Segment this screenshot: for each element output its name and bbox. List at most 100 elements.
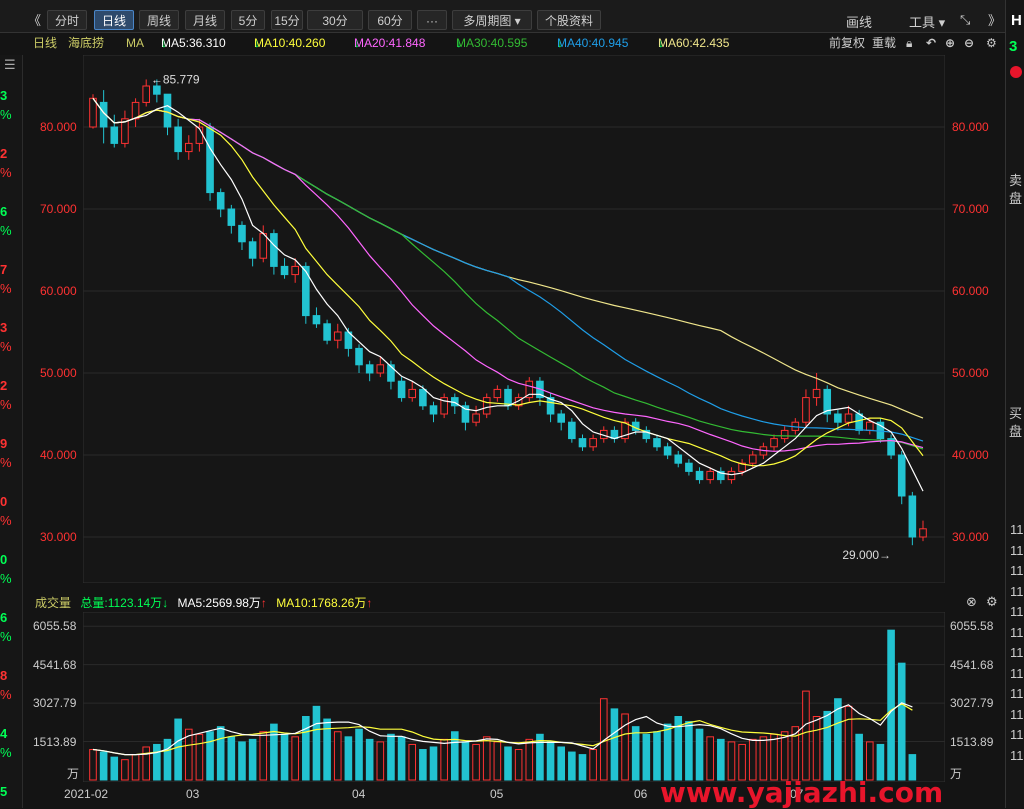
candle: [291, 258, 299, 283]
volume-ma5-line: [92, 702, 913, 756]
candle: [525, 377, 534, 402]
x-tick: 07: [790, 787, 804, 801]
panel-price-digit: 11: [1010, 747, 1024, 763]
strip-percent: %: [0, 687, 12, 702]
zoom-out-icon[interactable]: ⊖: [964, 36, 975, 50]
strip-percent: %: [0, 165, 12, 180]
volume-bar: [482, 736, 491, 781]
volume-bar: [717, 738, 725, 781]
volume-chart[interactable]: [83, 612, 945, 782]
ma-legend: 日线 海底捞 MA MA5:36.310 ↓ MA10:40.260 ↓ MA20:…: [0, 32, 1005, 54]
reload-button[interactable]: 重载: [872, 36, 897, 50]
period-tab-0[interactable]: 分时: [47, 10, 87, 30]
adjust-button[interactable]: 前复权: [829, 36, 866, 50]
candle: [706, 467, 714, 484]
candle: [355, 344, 363, 373]
volume-bar: [227, 736, 236, 781]
tools-dropdown[interactable]: 工具 ▾: [909, 15, 946, 30]
candle: [621, 418, 629, 443]
fullscreen-icon[interactable]: ⤡: [960, 12, 971, 27]
candle: [674, 450, 683, 468]
nav-forward-icon[interactable]: 》: [988, 13, 1002, 28]
volume-bar: [685, 721, 693, 781]
period-tab-5[interactable]: 15分: [271, 10, 303, 30]
panel-price-digit: 11: [1010, 563, 1024, 578]
buy-label: 买盘: [1009, 406, 1023, 439]
candle: [653, 434, 661, 451]
candle: [397, 377, 406, 402]
candle: [99, 90, 108, 144]
candle: [376, 356, 385, 378]
volume-bar: [397, 736, 406, 781]
candle: [557, 409, 566, 431]
volume-bar: [514, 749, 523, 781]
candle: [717, 467, 725, 484]
undo-icon[interactable]: ↶: [926, 36, 937, 50]
volume-bar: [568, 751, 576, 781]
candle: [238, 221, 246, 250]
volume-bar: [408, 743, 417, 781]
candle: [589, 434, 597, 451]
volume-bar: [323, 718, 331, 781]
volume-settings-icon[interactable]: ⚙: [986, 594, 998, 609]
volume-bar: [184, 728, 193, 781]
strip-digit: 9: [0, 436, 8, 451]
candle: [323, 319, 331, 345]
volume-bar: [99, 751, 108, 781]
period-tab-7[interactable]: 60分: [368, 10, 412, 30]
stock-info-button[interactable]: 个股资料: [537, 10, 601, 30]
volume-bar: [419, 749, 427, 781]
lock-icon[interactable]: 🔒︎: [906, 36, 913, 50]
candle: [142, 79, 151, 107]
candle: [663, 442, 672, 460]
candle: [461, 401, 470, 431]
strip-percent: %: [0, 571, 12, 586]
strip-percent: %: [0, 745, 12, 760]
candle: [216, 188, 225, 218]
close-icon[interactable]: ⊗: [966, 594, 977, 609]
strip-digit: 0: [0, 552, 8, 567]
more-periods-button[interactable]: ···: [417, 10, 447, 30]
volume-tick-left: 4541.68: [33, 657, 77, 672]
candlestick-chart[interactable]: ←85.779 29.000→: [83, 55, 945, 583]
sell-label: 卖盘: [1009, 173, 1023, 206]
gear-icon[interactable]: ⚙: [986, 36, 997, 50]
draw-line-button[interactable]: 画线: [846, 15, 873, 30]
volume-bar: [365, 738, 374, 781]
period-label: 日线: [33, 36, 58, 50]
candle: [642, 426, 651, 443]
volume-bar: [174, 718, 182, 781]
panel-price-digit: 11: [1010, 522, 1024, 537]
y-tick-left: 70.000: [40, 202, 77, 216]
volume-tick-right: 4541.68: [950, 657, 994, 672]
strip-percent: %: [0, 629, 12, 644]
menu-icon[interactable]: ☰: [4, 57, 16, 72]
volume-bar: [834, 698, 842, 781]
candle: [748, 450, 757, 468]
nav-back-icon[interactable]: 《: [28, 13, 42, 28]
volume-bar: [674, 716, 683, 781]
volume-bar: [695, 728, 704, 781]
volume-bar: [844, 705, 853, 781]
period-tab-6[interactable]: 30分: [307, 10, 363, 30]
multi-period-dropdown[interactable]: 多周期图 ▾: [452, 10, 532, 30]
volume-bar: [770, 733, 778, 781]
candle: [302, 262, 310, 324]
period-tab-4[interactable]: 5分: [231, 10, 265, 30]
low-annotation: 29.000→: [842, 548, 891, 562]
zoom-in-icon[interactable]: ⊕: [945, 36, 956, 50]
volume-bar: [302, 716, 310, 781]
period-tab-3[interactable]: 月线: [185, 10, 225, 30]
y-tick-right: 60.000: [952, 284, 989, 298]
candle: [408, 381, 417, 402]
x-tick: 04: [352, 787, 366, 801]
strip-percent: %: [0, 455, 12, 470]
left-quote-strip: ☰ 3% 2% 6% 7% 3% 2% 9% 0% 0% 6% 8% 4% 5: [0, 55, 23, 808]
volume-legend: 成交量 总量:1123.14万↓ MA5:2569.98万↑ MA10:1768…: [35, 594, 372, 611]
chart-frame: [83, 55, 945, 583]
period-tab-2[interactable]: 周线: [139, 10, 179, 30]
strip-digit: 7: [0, 262, 8, 277]
x-tick: 2021-02: [64, 787, 109, 801]
strip-digit: 4: [0, 726, 8, 741]
period-tab-1[interactable]: 日线: [94, 10, 134, 30]
